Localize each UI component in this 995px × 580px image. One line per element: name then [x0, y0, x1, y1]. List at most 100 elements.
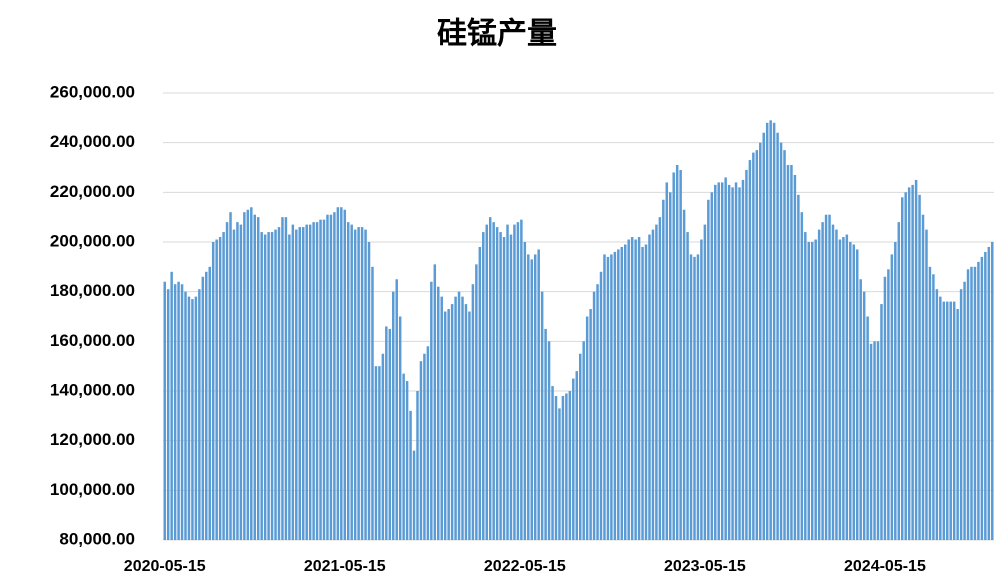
- bar: [232, 229, 236, 541]
- bar: [343, 209, 347, 540]
- bar: [426, 346, 430, 540]
- bar: [457, 291, 461, 540]
- bar: [810, 242, 814, 540]
- bar: [450, 304, 454, 540]
- bar: [256, 217, 260, 540]
- bar: [776, 132, 779, 540]
- bar: [679, 169, 682, 540]
- bar: [731, 187, 734, 540]
- bar: [291, 224, 295, 540]
- bar: [509, 234, 513, 541]
- bar: [194, 296, 198, 540]
- bar: [675, 165, 679, 540]
- bar: [824, 214, 828, 540]
- bar: [714, 184, 717, 540]
- bar: [610, 254, 613, 540]
- bar: [724, 177, 727, 540]
- bar: [686, 232, 689, 541]
- chart-title: 硅锰产量: [437, 17, 557, 52]
- bar: [765, 122, 769, 541]
- bar: [225, 222, 229, 540]
- bar: [430, 281, 433, 540]
- y-tick-label: 200,000.00: [50, 231, 135, 250]
- bar: [738, 187, 741, 540]
- bar: [603, 254, 606, 540]
- bar: [641, 246, 644, 540]
- y-tick-label: 260,000.00: [50, 82, 135, 101]
- bar: [319, 219, 322, 540]
- bar: [727, 184, 731, 540]
- bar: [222, 232, 225, 541]
- bar: [689, 254, 693, 540]
- bar: [648, 234, 651, 541]
- bar: [395, 279, 398, 540]
- bar: [561, 395, 565, 540]
- bar: [180, 284, 184, 540]
- bar: [707, 199, 710, 541]
- bar: [769, 120, 772, 541]
- bar: [907, 187, 911, 540]
- bar: [703, 224, 707, 540]
- bar: [918, 194, 921, 541]
- x-tick-label: 2021-05-15: [304, 558, 386, 575]
- bar: [301, 227, 305, 540]
- bar: [371, 266, 374, 540]
- bar: [468, 311, 471, 540]
- bar: [869, 343, 873, 540]
- y-tick-label: 220,000.00: [50, 182, 135, 201]
- bar: [475, 264, 478, 540]
- y-tick-label: 180,000.00: [50, 281, 135, 300]
- bar: [381, 353, 385, 540]
- bar: [388, 328, 392, 540]
- bar: [658, 217, 662, 540]
- bar: [163, 281, 166, 540]
- bar: [267, 232, 270, 541]
- bar: [952, 301, 956, 540]
- bar: [821, 222, 824, 540]
- bar: [239, 224, 243, 540]
- bar: [606, 256, 610, 540]
- bar: [644, 244, 648, 540]
- bar: [984, 251, 987, 540]
- bar: [720, 182, 724, 540]
- bar: [433, 264, 437, 540]
- bar: [876, 341, 880, 540]
- bar: [859, 279, 862, 540]
- bar: [336, 207, 340, 540]
- bar: [558, 408, 561, 540]
- bar: [184, 291, 187, 540]
- bar: [263, 234, 267, 541]
- bar: [357, 227, 360, 540]
- bar: [845, 234, 849, 541]
- bar: [949, 301, 952, 540]
- bar: [208, 266, 211, 540]
- bar: [340, 207, 343, 540]
- bar: [852, 244, 856, 540]
- bar: [592, 291, 596, 540]
- bar: [928, 266, 932, 540]
- bar: [620, 246, 624, 540]
- bar: [482, 232, 485, 541]
- y-tick-label: 140,000.00: [50, 380, 135, 399]
- bar: [367, 242, 371, 540]
- bar: [759, 142, 762, 540]
- x-tick-label: 2022-05-15: [484, 558, 566, 575]
- bar: [634, 239, 637, 540]
- bar: [173, 284, 177, 540]
- bar: [904, 192, 907, 541]
- bar: [783, 150, 786, 540]
- bar: [513, 224, 516, 540]
- bar: [568, 391, 572, 540]
- bar: [894, 242, 897, 540]
- bar: [520, 219, 523, 540]
- bar: [350, 224, 353, 540]
- bar: [613, 251, 617, 540]
- bar: [392, 291, 395, 540]
- bar: [565, 393, 568, 540]
- bar: [423, 353, 426, 540]
- x-tick-label: 2024-05-15: [844, 558, 926, 575]
- bar: [790, 165, 793, 540]
- bar: [665, 182, 669, 540]
- bar: [440, 296, 443, 540]
- bar: [540, 291, 544, 540]
